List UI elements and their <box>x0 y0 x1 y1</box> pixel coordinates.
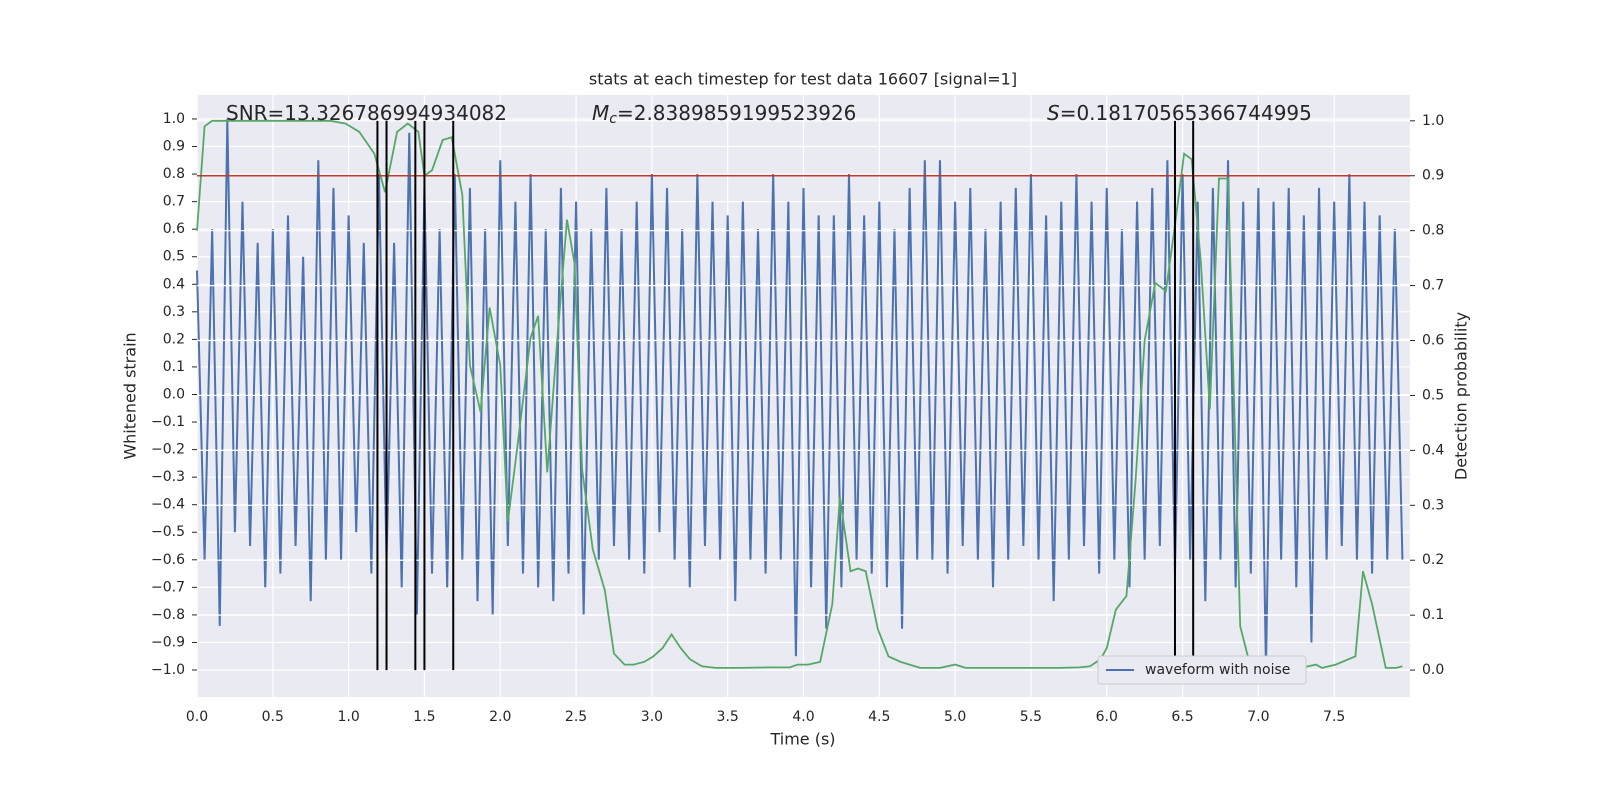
y2-tick-label: 0.2 <box>1422 552 1444 568</box>
y2-tick-label: 0.3 <box>1422 497 1444 513</box>
legend-box <box>1097 655 1307 685</box>
x-tick-label: 6.0 <box>1096 709 1118 725</box>
annotation: SNR=13.326786994934082 <box>226 101 507 125</box>
y-tick-label: 0.7 <box>163 194 185 210</box>
y2-tick-label: 1.0 <box>1422 113 1444 129</box>
y-tick-label: 0.6 <box>163 221 185 237</box>
chart-title: stats at each timestep for test data 166… <box>589 70 1017 89</box>
x-tick-label: 4.5 <box>868 709 890 725</box>
annotation-subscript: c <box>609 111 617 127</box>
y2-tick-label: 0.6 <box>1422 333 1444 349</box>
annotation-symbol: M <box>592 101 609 125</box>
y2-tick-label: 0.4 <box>1422 442 1444 458</box>
y-tick-label: 0.2 <box>163 331 185 347</box>
y2-axis-label: Detection probability <box>1452 312 1471 480</box>
x-axis-label: Time (s) <box>769 730 835 749</box>
annotation-text: =0.18170565366744995 <box>1060 101 1312 125</box>
y-tick-label: −0.3 <box>151 469 185 485</box>
annotation-text: =2.8389859199523926 <box>617 101 856 125</box>
y2-tick-label: 0.9 <box>1422 168 1444 184</box>
x-tick-label: 2.0 <box>489 709 511 725</box>
y-tick-label: 0.9 <box>163 139 185 155</box>
y-tick-label: −0.6 <box>151 552 185 568</box>
x-tick-label: 6.5 <box>1171 709 1193 725</box>
data-line <box>196 118 1404 671</box>
y-tick-label: 0.3 <box>163 304 185 320</box>
y2-tick-label: 0.7 <box>1422 278 1444 294</box>
x-tick-label: 0.5 <box>262 709 284 725</box>
legend-label: waveform with noise <box>1145 662 1290 678</box>
y-tick-label: −0.2 <box>151 442 185 458</box>
annotation-symbol: S <box>1047 101 1060 125</box>
y-tick-label: −0.9 <box>151 634 185 650</box>
x-tick-label: 4.0 <box>792 709 814 725</box>
x-tick-label: 5.0 <box>944 709 966 725</box>
y-tick-label: −1.0 <box>151 662 185 678</box>
x-tick-label: 7.5 <box>1323 709 1345 725</box>
y-tick-label: 0.8 <box>163 166 185 182</box>
x-tick-label: 5.5 <box>1020 709 1042 725</box>
y2-tick-label: 0.5 <box>1422 387 1444 403</box>
x-tick-label: 0.0 <box>186 709 208 725</box>
x-tick-label: 3.0 <box>641 709 663 725</box>
x-tick-label: 2.5 <box>565 709 587 725</box>
annotation: Mc=2.8389859199523926 <box>592 101 856 128</box>
y-tick-label: −0.4 <box>151 497 185 513</box>
annotation: S=0.18170565366744995 <box>1047 101 1312 125</box>
x-tick-label: 1.0 <box>337 709 359 725</box>
y-tick-label: −0.7 <box>151 579 185 595</box>
y-tick-label: −0.5 <box>151 524 185 540</box>
y-tick-label: −0.8 <box>151 607 185 623</box>
y-tick-label: 0.5 <box>163 249 185 265</box>
y2-tick-label: 0.8 <box>1422 223 1444 239</box>
annotation-text: SNR=13.326786994934082 <box>226 101 507 125</box>
y-tick-label: 0.4 <box>163 276 185 292</box>
x-tick-label: 1.5 <box>413 709 435 725</box>
x-tick-label: 3.5 <box>717 709 739 725</box>
y2-tick-label: 0.0 <box>1422 662 1444 678</box>
y-axis-label: Whitened strain <box>121 332 140 459</box>
data-line <box>196 119 1403 669</box>
y-tick-label: −0.1 <box>151 414 185 430</box>
y2-tick-label: 0.1 <box>1422 607 1444 623</box>
x-tick-label: 7.0 <box>1247 709 1269 725</box>
y-tick-label: 0.0 <box>163 386 185 402</box>
y-tick-label: 0.1 <box>163 359 185 375</box>
y-tick-label: 1.0 <box>163 111 185 127</box>
